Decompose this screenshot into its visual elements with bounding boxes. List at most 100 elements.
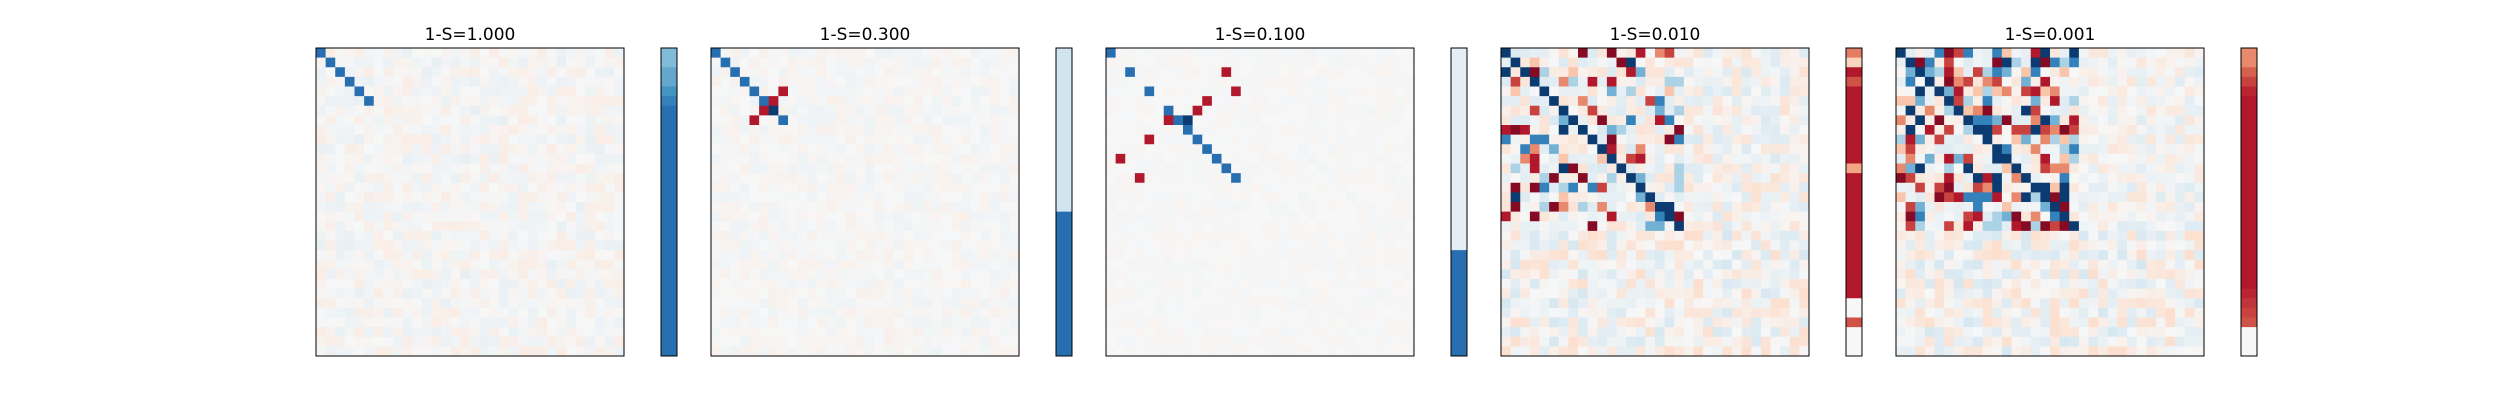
heatmap-cell: [1655, 202, 1666, 213]
heatmap-cell: [2078, 57, 2089, 68]
heatmap-cell: [450, 288, 461, 299]
heatmap-cell: [1674, 134, 1685, 145]
heatmap-cell: [1106, 327, 1117, 338]
heatmap-cell: [1741, 153, 1752, 164]
heatmap-cell: [1365, 221, 1376, 232]
heatmap-cell: [2127, 230, 2138, 241]
heatmap-cell: [1125, 202, 1136, 213]
heatmap-cell: [807, 67, 818, 78]
heatmap-cell: [990, 259, 1001, 270]
heatmap-cell: [1992, 48, 2003, 59]
heatmap-cell: [1635, 307, 1646, 318]
heatmap-cell: [865, 279, 876, 290]
heatmap-cell: [1009, 250, 1020, 261]
heatmap-cell: [1616, 173, 1627, 184]
heatmap-cell: [1365, 259, 1376, 270]
heatmap-cell: [778, 96, 789, 107]
heatmap-cell: [575, 134, 586, 145]
heatmap-cell: [1211, 76, 1222, 87]
heatmap-cell: [373, 346, 384, 357]
heatmap-cell: [498, 240, 509, 251]
heatmap-cell: [1520, 211, 1531, 222]
heatmap-cell: [2001, 144, 2012, 155]
heatmap-cell: [951, 96, 962, 107]
heatmap-cell: [826, 269, 837, 280]
heatmap-cell: [1183, 221, 1194, 232]
heatmap-cell: [335, 298, 346, 309]
heatmap-cell: [441, 230, 452, 241]
heatmap-cell: [1134, 57, 1145, 68]
heatmap-cell: [2098, 259, 2109, 270]
heatmap-cell: [1655, 346, 1666, 357]
heatmap-cell: [1578, 144, 1589, 155]
heatmap-cell: [1549, 288, 1560, 299]
heatmap-cell: [1992, 221, 2003, 232]
heatmap-cell: [1693, 336, 1704, 347]
heatmap-cell: [1703, 240, 1714, 251]
heatmap-cell: [2175, 182, 2186, 193]
heatmap-cell: [2155, 202, 2166, 213]
heatmap-cell: [1125, 48, 1136, 59]
heatmap-cell: [1549, 221, 1560, 232]
heatmap-cell: [518, 115, 529, 126]
heatmap-cell: [1963, 115, 1974, 126]
heatmap-cell: [1587, 317, 1598, 328]
heatmap-cell: [1568, 67, 1579, 78]
heatmap-cell: [450, 279, 461, 290]
heatmap-cell: [1009, 288, 1020, 299]
heatmap-cell: [1365, 86, 1376, 97]
heatmap-cell: [951, 76, 962, 87]
heatmap-cell: [2011, 250, 2022, 261]
heatmap-cell: [1520, 288, 1531, 299]
heatmap-cell: [566, 259, 577, 270]
heatmap-panel: 1-S=0.300: [710, 25, 1073, 357]
heatmap-cell: [489, 259, 500, 270]
heatmap-cell: [739, 105, 750, 116]
heatmap-cell: [431, 259, 442, 270]
heatmap-cell: [788, 153, 799, 164]
heatmap-cell: [489, 317, 500, 328]
heatmap-cell: [1626, 86, 1637, 97]
heatmap-cell: [1125, 327, 1136, 338]
heatmap-cell: [2001, 250, 2012, 261]
heatmap-cell: [498, 67, 509, 78]
heatmap-cell: [1365, 211, 1376, 222]
heatmap-cell: [893, 211, 904, 222]
heatmap-cell: [431, 125, 442, 136]
heatmap-cell: [421, 153, 432, 164]
heatmap-cell: [325, 134, 336, 145]
heatmap-cell: [1240, 288, 1251, 299]
heatmap-cell: [1375, 76, 1386, 87]
heatmap-cell: [2050, 259, 2061, 270]
heatmap-cell: [1606, 269, 1617, 280]
heatmap-cell: [1510, 125, 1521, 136]
heatmap-cell: [797, 230, 808, 241]
heatmap-cell: [1231, 163, 1242, 174]
heatmap-cell: [595, 105, 606, 116]
heatmap-cell: [1780, 211, 1791, 222]
heatmap-cell: [1626, 346, 1637, 357]
heatmap-cell: [470, 163, 481, 174]
heatmap-cell: [1558, 173, 1569, 184]
heatmap-cell: [2059, 182, 2070, 193]
heatmap-cell: [585, 192, 596, 203]
heatmap-cell: [1154, 134, 1165, 145]
heatmap-cell: [1597, 153, 1608, 164]
heatmap-cell: [1163, 298, 1174, 309]
heatmap-cell: [913, 192, 924, 203]
heatmap-cell: [1789, 307, 1800, 318]
side-bar-cell: [1056, 105, 1072, 116]
heatmap-cell: [1173, 173, 1184, 184]
heatmap-cell: [383, 48, 394, 59]
heatmap-cell: [913, 279, 924, 290]
heatmap-cell: [1404, 336, 1415, 347]
heatmap-cell: [1655, 182, 1666, 193]
heatmap-cell: [460, 327, 471, 338]
heatmap-cell: [1924, 105, 1935, 116]
heatmap-cell: [768, 317, 779, 328]
heatmap-cell: [942, 76, 953, 87]
heatmap-cell: [1154, 192, 1165, 203]
heatmap-cell: [412, 163, 423, 174]
heatmap-cell: [604, 307, 615, 318]
heatmap-cell: [778, 67, 789, 78]
